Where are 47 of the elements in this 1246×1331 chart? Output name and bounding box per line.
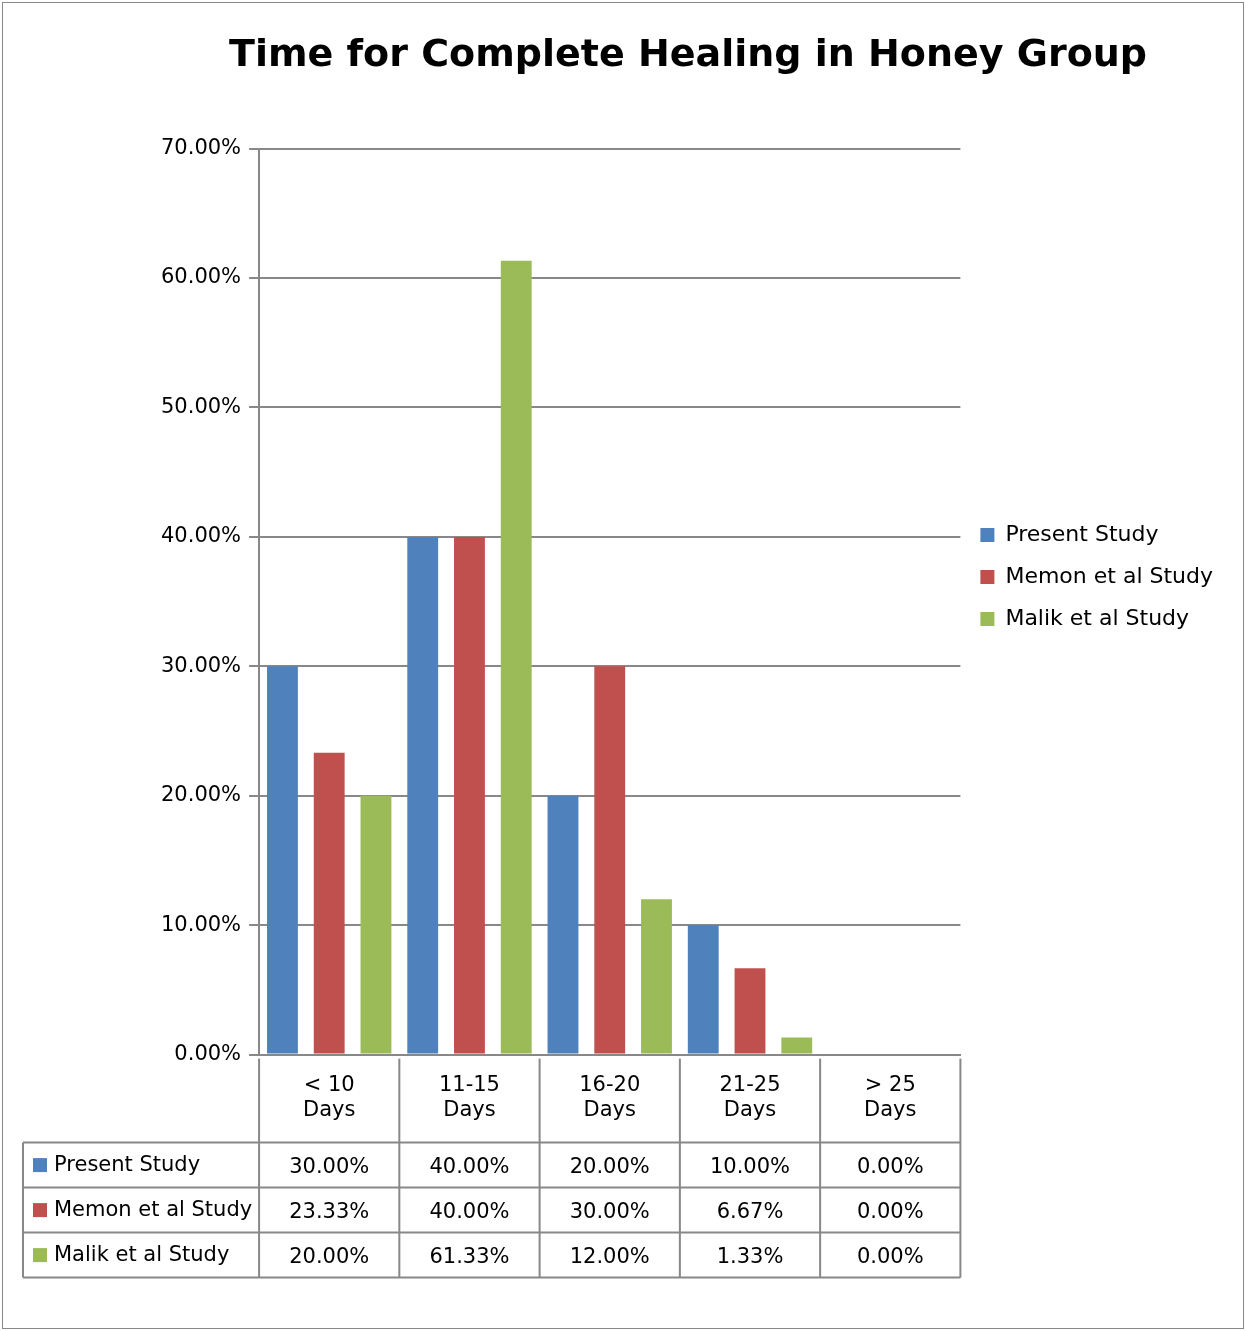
data-label: 10.00% xyxy=(709,1153,791,1178)
bar xyxy=(734,968,766,1054)
data-label: 61.33% xyxy=(429,1243,510,1268)
x-tick-label: 16-20 Days xyxy=(579,1071,641,1121)
x-tick-label: 11-15 Days xyxy=(438,1071,500,1121)
y-tick-label: 0.00% xyxy=(174,1041,242,1066)
legend-label: Present Study xyxy=(54,1151,201,1176)
data-label: 20.00% xyxy=(569,1153,650,1178)
y-tick-label: 50.00% xyxy=(160,393,242,418)
bar xyxy=(454,536,485,1054)
y-tick-label: 10.00% xyxy=(160,911,242,936)
y-tick-label: 20.00% xyxy=(160,782,242,807)
data-label: 0.00% xyxy=(856,1198,924,1223)
data-label: 12.00% xyxy=(569,1243,650,1268)
data-label: 20.00% xyxy=(289,1243,370,1268)
text: Memon et al Study xyxy=(1005,562,1214,588)
bar xyxy=(360,795,392,1054)
y-tick-label: 40.00% xyxy=(160,523,242,548)
bar xyxy=(641,899,672,1054)
bar xyxy=(407,536,439,1054)
data-label: 40.00% xyxy=(429,1198,510,1223)
bar xyxy=(594,666,626,1054)
data-label: 23.33% xyxy=(289,1198,370,1223)
data-label: 6.67% xyxy=(716,1198,784,1223)
y-tick-label: 60.00% xyxy=(160,264,242,289)
data-label: 40.00% xyxy=(429,1153,510,1178)
x-tick-label: > 25 Days xyxy=(864,1071,917,1121)
x-tick-label: 21-25 Days xyxy=(719,1071,781,1121)
x-tick-label: < 10 Days xyxy=(302,1071,356,1121)
legend-label: Memon et al Study xyxy=(54,1196,253,1221)
data-label: 1.33% xyxy=(716,1243,784,1268)
bar xyxy=(313,752,345,1054)
bar xyxy=(687,925,719,1054)
bar xyxy=(267,666,298,1054)
y-tick-label: 70.00% xyxy=(160,135,242,160)
chart-title: Time for Complete Healing in Honey Group xyxy=(229,30,1147,75)
bar xyxy=(547,795,579,1054)
legend-label: Malik et al Study xyxy=(1005,604,1190,630)
text: Present Study xyxy=(1005,520,1159,546)
bar xyxy=(500,260,532,1054)
data-label: 0.00% xyxy=(856,1243,924,1268)
data-label: 30.00% xyxy=(569,1198,650,1223)
y-tick-label: 30.00% xyxy=(160,652,242,677)
data-label: 0.00% xyxy=(856,1153,924,1178)
bar xyxy=(781,1037,813,1054)
data-label: 30.00% xyxy=(289,1153,370,1178)
text: Malik et al Study xyxy=(54,1241,230,1266)
